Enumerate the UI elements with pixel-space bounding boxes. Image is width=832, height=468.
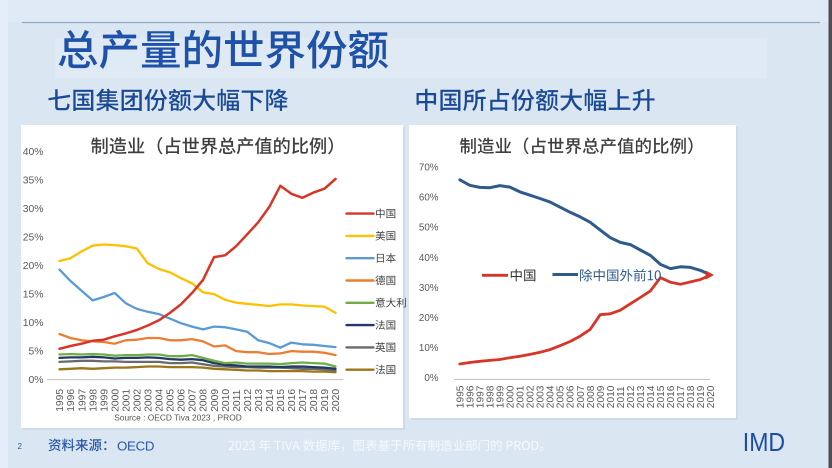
- svg-text:2014: 2014: [646, 385, 657, 408]
- svg-text:2002: 2002: [133, 389, 144, 412]
- svg-text:20%: 20%: [419, 313, 439, 324]
- svg-text:2018: 2018: [686, 385, 697, 408]
- svg-text:2009: 2009: [596, 385, 607, 408]
- svg-text:2020: 2020: [706, 385, 717, 408]
- svg-text:2006: 2006: [177, 389, 188, 412]
- svg-text:2006: 2006: [566, 385, 577, 408]
- svg-text:30%: 30%: [419, 283, 439, 294]
- svg-text:2001: 2001: [516, 385, 527, 408]
- svg-text:2005: 2005: [556, 385, 567, 408]
- svg-text:30%: 30%: [23, 204, 44, 215]
- svg-text:2015: 2015: [656, 385, 667, 408]
- svg-text:2020: 2020: [331, 389, 342, 412]
- svg-text:2014: 2014: [265, 389, 276, 412]
- svg-text:0%: 0%: [28, 375, 43, 386]
- svg-text:2003: 2003: [536, 385, 547, 408]
- svg-text:2011: 2011: [232, 389, 243, 411]
- svg-text:1999: 1999: [496, 385, 507, 408]
- svg-text:70%: 70%: [419, 163, 439, 174]
- svg-text:2012: 2012: [243, 389, 254, 412]
- svg-text:Source : OECD Tiva 2023 , PROD: Source : OECD Tiva 2023 , PROD: [114, 413, 242, 423]
- svg-text:0%: 0%: [424, 373, 438, 384]
- svg-text:60%: 60%: [419, 193, 439, 204]
- svg-text:2004: 2004: [155, 389, 166, 412]
- svg-text:10%: 10%: [23, 318, 44, 329]
- svg-text:2008: 2008: [199, 389, 210, 412]
- svg-text:1995: 1995: [455, 385, 466, 408]
- svg-text:2007: 2007: [576, 385, 587, 408]
- svg-text:2: 2: [18, 442, 23, 451]
- svg-text:2019: 2019: [320, 389, 331, 412]
- svg-text:5%: 5%: [28, 347, 43, 358]
- svg-text:2007: 2007: [188, 389, 199, 412]
- svg-text:1996: 1996: [66, 389, 77, 412]
- svg-text:2017: 2017: [676, 385, 687, 408]
- svg-text:1995: 1995: [55, 389, 66, 412]
- svg-text:2002: 2002: [526, 385, 537, 408]
- svg-text:2000: 2000: [110, 389, 121, 412]
- svg-text:2019: 2019: [696, 385, 707, 408]
- svg-text:2008: 2008: [586, 385, 597, 408]
- svg-text:1996: 1996: [465, 385, 476, 408]
- svg-text:2003: 2003: [144, 389, 155, 412]
- svg-text:1999: 1999: [99, 389, 110, 412]
- svg-text:2013: 2013: [636, 385, 647, 408]
- svg-text:2011: 2011: [616, 386, 627, 408]
- svg-text:15%: 15%: [23, 290, 44, 301]
- svg-text:1998: 1998: [486, 385, 497, 408]
- svg-text:2009: 2009: [210, 389, 221, 412]
- svg-text:1997: 1997: [77, 389, 88, 412]
- svg-text:20%: 20%: [23, 261, 44, 272]
- svg-text:2016: 2016: [287, 389, 298, 412]
- svg-text:OECD: OECD: [117, 438, 155, 453]
- svg-text:2016: 2016: [666, 385, 677, 408]
- svg-text:IMD: IMD: [743, 427, 785, 457]
- svg-text:2005: 2005: [166, 389, 177, 412]
- svg-text:1998: 1998: [88, 389, 99, 412]
- svg-text:40%: 40%: [23, 147, 44, 158]
- svg-text:2004: 2004: [546, 385, 557, 408]
- svg-text:2010: 2010: [221, 389, 232, 412]
- svg-text:2017: 2017: [298, 389, 309, 412]
- svg-text:2001: 2001: [121, 389, 132, 412]
- svg-text:50%: 50%: [419, 223, 439, 234]
- svg-text:40%: 40%: [419, 253, 439, 264]
- svg-text:35%: 35%: [23, 176, 44, 187]
- svg-text:10%: 10%: [419, 343, 439, 354]
- svg-text:2000: 2000: [506, 385, 517, 408]
- svg-text:2010: 2010: [606, 385, 617, 408]
- svg-text:2013: 2013: [254, 389, 265, 412]
- svg-text:1997: 1997: [476, 385, 487, 408]
- svg-text:2018: 2018: [309, 389, 320, 412]
- svg-text:2012: 2012: [626, 385, 637, 408]
- svg-text:25%: 25%: [23, 233, 44, 244]
- svg-text:2015: 2015: [276, 389, 287, 412]
